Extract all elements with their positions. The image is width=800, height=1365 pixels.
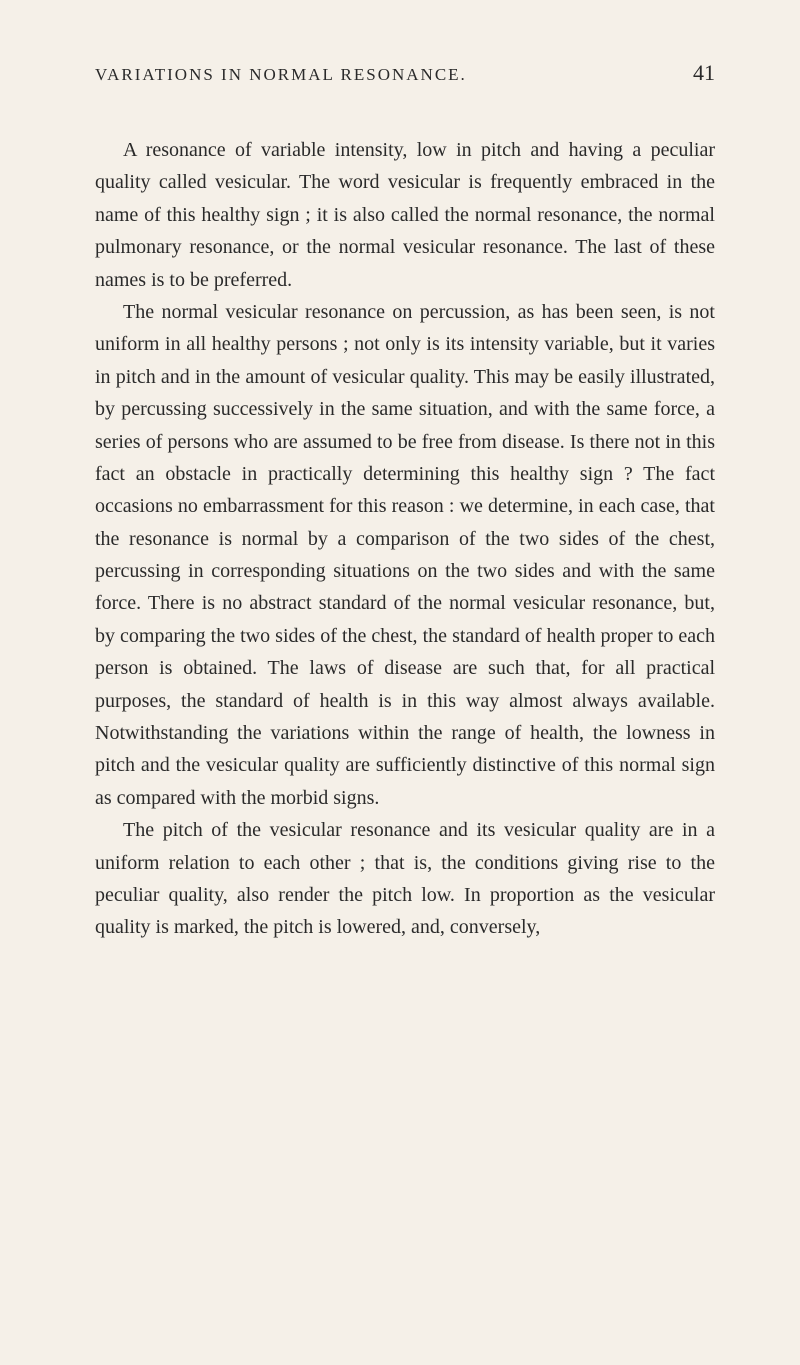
body-text: A resonance of variable intensity, low i… xyxy=(95,134,715,944)
page-number: 41 xyxy=(693,60,715,86)
page-header: VARIATIONS IN NORMAL RESONANCE. 41 xyxy=(95,60,715,86)
paragraph-1: A resonance of variable intensity, low i… xyxy=(95,134,715,296)
header-title: VARIATIONS IN NORMAL RESONANCE. xyxy=(95,65,467,85)
paragraph-2: The normal vesicular resonance on percus… xyxy=(95,296,715,814)
paragraph-3: The pitch of the vesicular resonance and… xyxy=(95,814,715,944)
